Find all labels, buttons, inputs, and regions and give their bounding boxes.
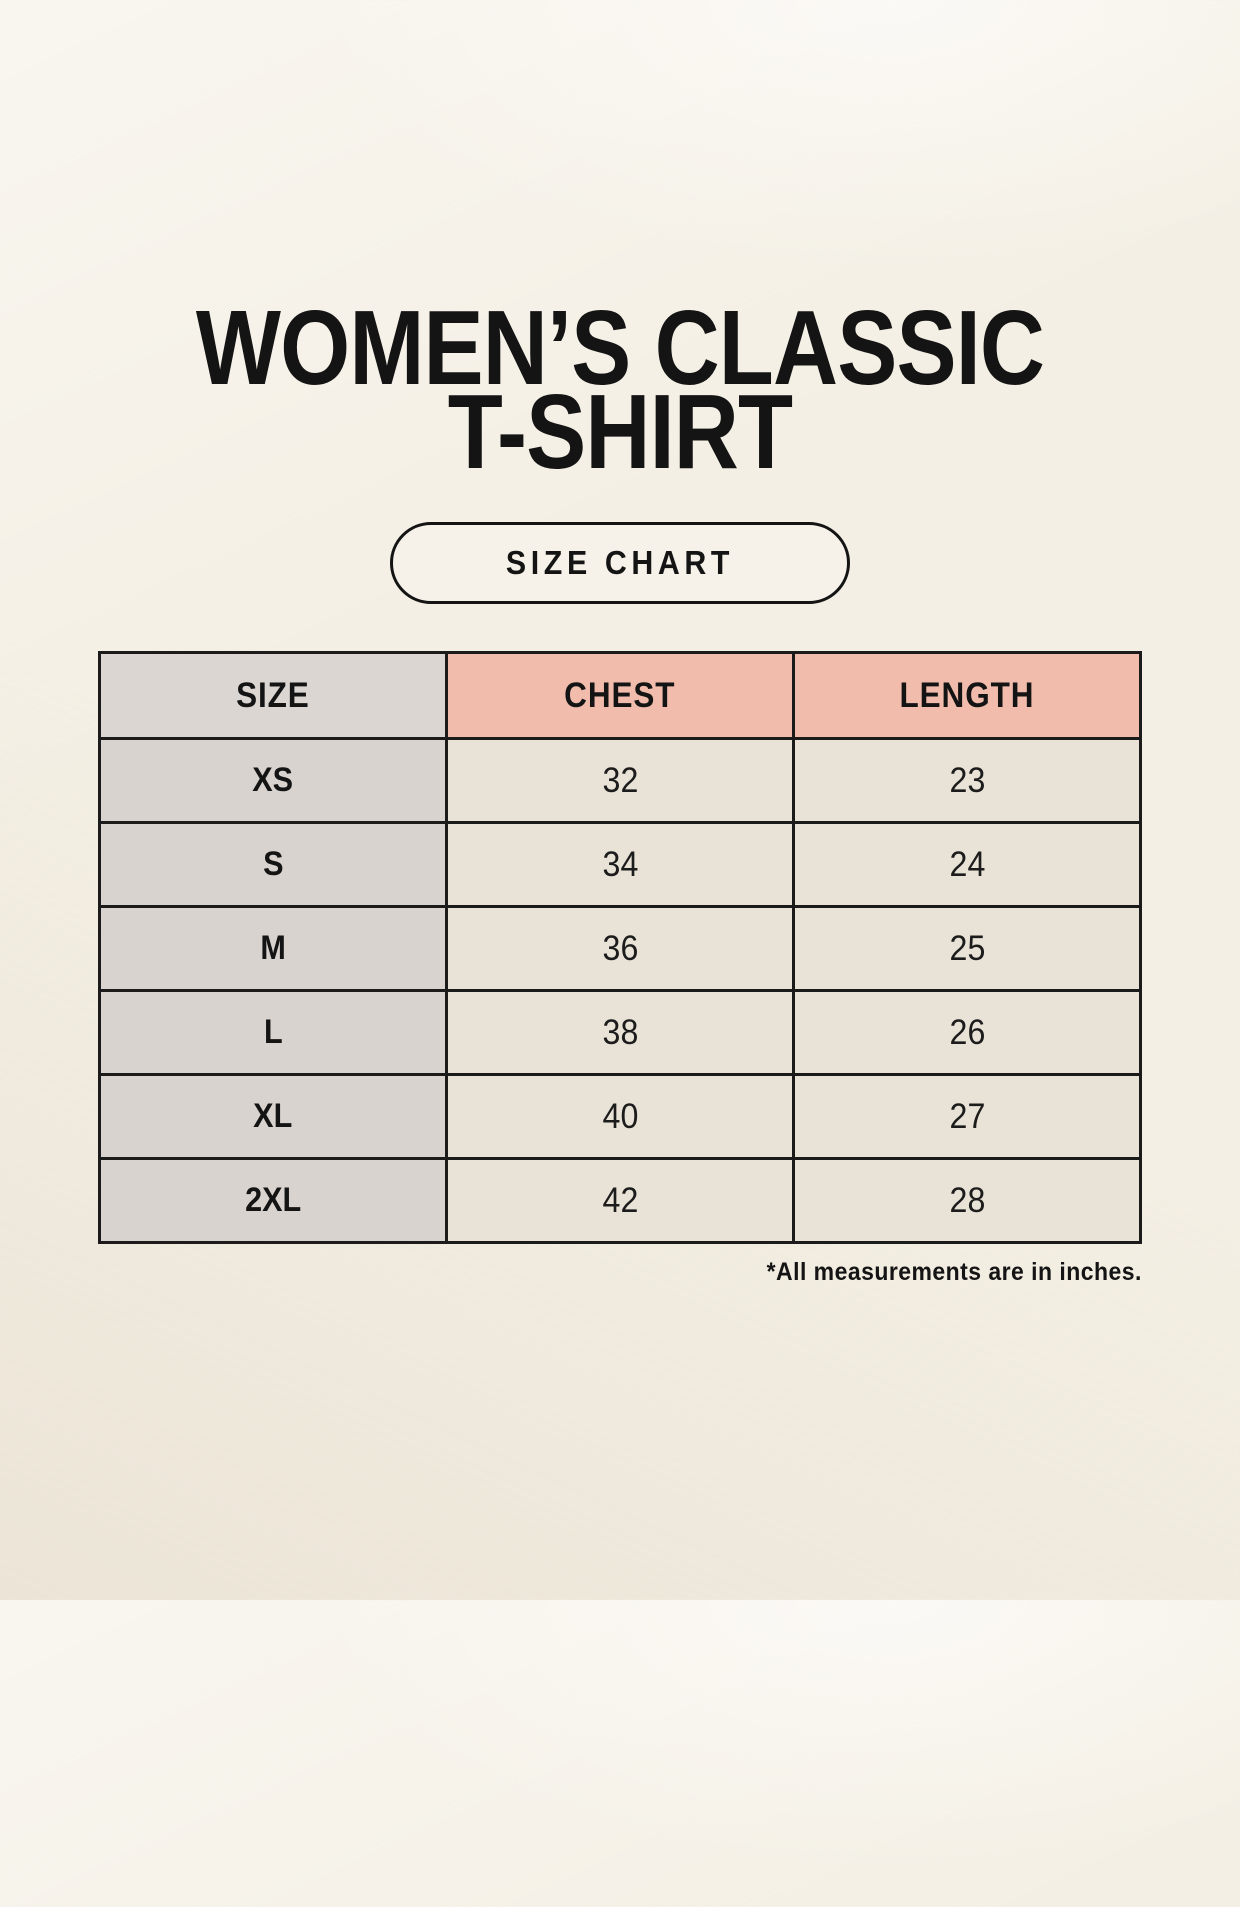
length-value: 26 [949,1012,985,1052]
size-cell: M [98,905,448,993]
length-value: 27 [949,1096,985,1136]
size-chart-button-label: SIZE CHART [505,544,735,582]
column-header-size: SIZE [98,651,448,741]
page-title: WOMEN’S CLASSIC T-SHIRT [93,289,1147,491]
size-cell: XS [98,737,448,825]
page-title-line1: WOMEN’S CLASSIC [195,289,1045,407]
size-label: 2XL [244,1181,302,1220]
table-row: XL 40 27 [98,1073,1142,1161]
size-cell: S [98,821,448,909]
chest-value: 42 [602,1180,638,1220]
page-title-line2: T-SHIRT [447,372,793,491]
chest-value: 32 [602,760,638,800]
table-header-row: SIZE CHEST LENGTH [98,651,1142,741]
column-header-length: LENGTH [792,651,1142,741]
chest-value: 36 [602,928,638,968]
chest-cell: 34 [445,821,795,909]
size-label: M [260,929,286,968]
column-header-size-label: SIZE [236,675,310,715]
column-header-length-label: LENGTH [899,675,1035,715]
size-chart-button[interactable]: SIZE CHART [390,522,850,605]
table-row: XS 32 23 [98,737,1142,825]
size-cell: 2XL [98,1157,448,1245]
size-cell: XL [98,1073,448,1161]
length-cell: 23 [792,737,1142,825]
size-label: XL [253,1097,293,1136]
column-header-chest: CHEST [445,651,795,741]
column-header-chest-label: CHEST [564,675,676,715]
length-cell: 25 [792,905,1142,993]
size-chart-page: WOMEN’S CLASSIC T-SHIRT SIZE CHART SIZE … [0,289,1240,1907]
length-value: 28 [949,1180,985,1220]
length-cell: 28 [792,1157,1142,1245]
length-value: 24 [949,844,985,884]
table-row: S 34 24 [98,821,1142,909]
measurements-footnote-text: *All measurements are in inches. [766,1258,1142,1287]
chest-value: 38 [602,1012,638,1052]
chest-cell: 38 [445,989,795,1077]
size-label: XS [252,761,294,800]
measurements-footnote: *All measurements are in inches. [98,1258,1142,1287]
chest-cell: 32 [445,737,795,825]
table-row: L 38 26 [98,989,1142,1077]
size-table: SIZE CHEST LENGTH XS 32 23 S 34 24 M [98,651,1142,1245]
chest-cell: 36 [445,905,795,993]
chest-cell: 40 [445,1073,795,1161]
table-row: 2XL 42 28 [98,1157,1142,1245]
chest-value: 40 [602,1096,638,1136]
length-value: 25 [949,928,985,968]
length-cell: 27 [792,1073,1142,1161]
size-label: S [262,845,284,884]
size-label: L [263,1013,283,1052]
chest-value: 34 [602,844,638,884]
length-cell: 24 [792,821,1142,909]
length-value: 23 [949,760,985,800]
size-table-container: SIZE CHEST LENGTH XS 32 23 S 34 24 M [98,651,1142,1287]
table-row: M 36 25 [98,905,1142,993]
chest-cell: 42 [445,1157,795,1245]
size-cell: L [98,989,448,1077]
length-cell: 26 [792,989,1142,1077]
